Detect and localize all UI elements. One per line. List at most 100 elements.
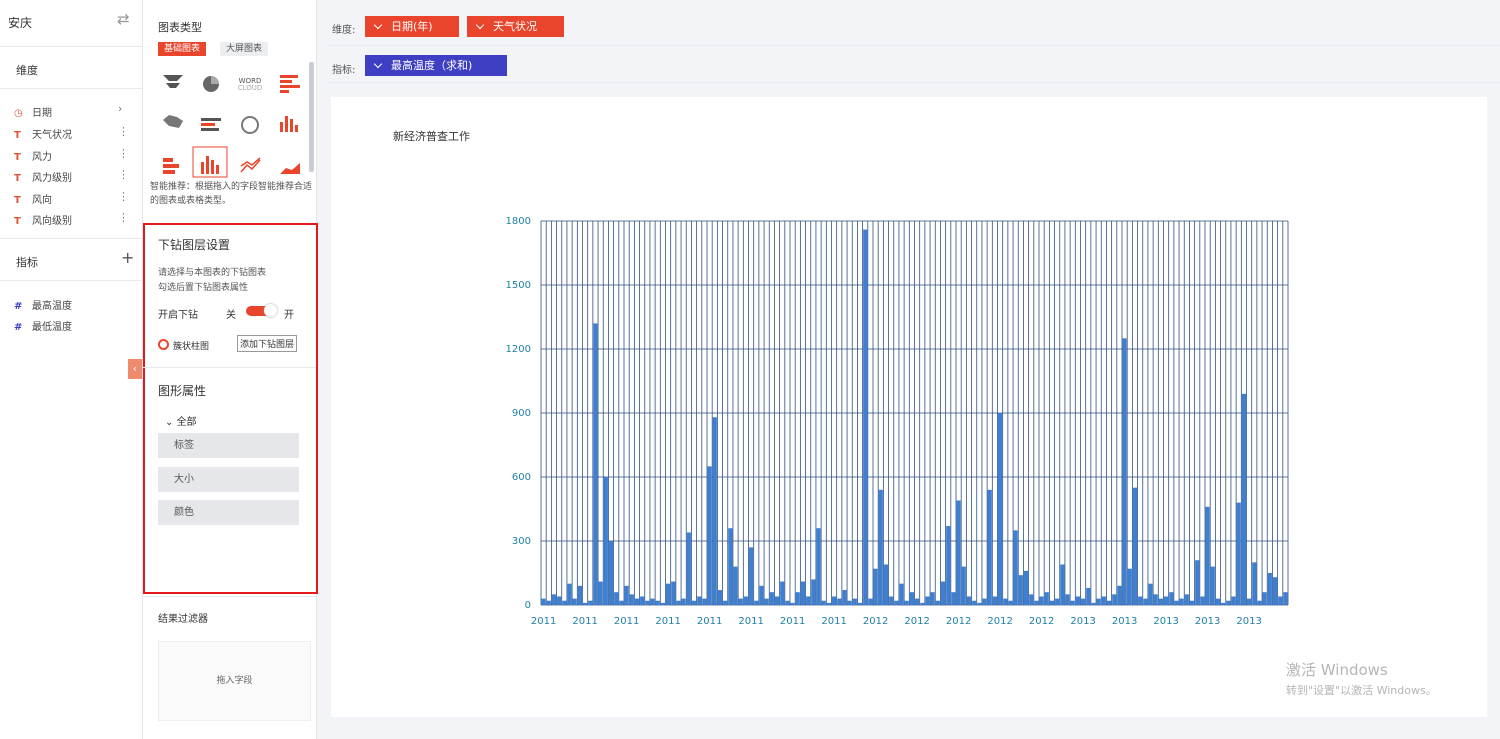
bar	[1132, 487, 1138, 605]
group[interactable]: ⌄ 全部	[165, 417, 197, 428]
field[interactable]: # 最低温度	[14, 322, 72, 333]
field[interactable]: T 风力级别	[14, 173, 72, 184]
bar	[743, 596, 748, 605]
bar	[1169, 592, 1174, 605]
bar	[567, 583, 572, 605]
bar	[1029, 594, 1034, 605]
radio[interactable]	[158, 339, 169, 350]
x-tick-label: 2011	[821, 616, 846, 627]
tab[interactable]: 基础图表	[158, 42, 207, 56]
bar	[733, 566, 738, 605]
bar	[759, 585, 764, 605]
field[interactable]: T 风力	[14, 152, 52, 163]
bar	[774, 596, 780, 605]
tab[interactable]: 大屏图表	[220, 42, 269, 56]
bar	[894, 600, 899, 605]
dimension-chip[interactable]: 日期(年)	[365, 16, 459, 37]
bar	[857, 602, 863, 605]
field[interactable]: T 天气状况	[14, 130, 72, 141]
bar	[1044, 592, 1049, 605]
bar	[1278, 596, 1283, 605]
bar	[878, 489, 883, 605]
switch-icon[interactable]: ⇄	[117, 10, 130, 28]
scrollbar	[309, 62, 314, 172]
field[interactable]: # 最高温度	[14, 301, 72, 312]
bar	[1096, 598, 1101, 605]
bar	[1283, 592, 1288, 605]
toolbar-label: 维度:	[332, 25, 356, 36]
bar	[1023, 570, 1029, 605]
bar	[1122, 338, 1127, 605]
hint: 智能推荐：根据拖入的字段智能推荐合适的图表或表格类型。	[150, 182, 313, 206]
measure-chip[interactable]: 最高温度（求和)	[365, 55, 507, 76]
x-tick-label: 2013	[1195, 616, 1220, 627]
add-layer-button[interactable]: 添加下钻图层	[237, 335, 298, 352]
bar	[837, 598, 842, 605]
bar	[1247, 598, 1252, 605]
bar	[1257, 600, 1262, 605]
bar	[691, 600, 697, 605]
property-item[interactable]: 颜色	[158, 500, 299, 525]
bar	[832, 596, 837, 605]
bar	[992, 596, 997, 605]
bar	[935, 600, 940, 605]
x-tick-label: 2012	[1029, 616, 1054, 627]
bar	[966, 596, 972, 605]
bar	[650, 598, 655, 605]
drop-zone[interactable]: 拖入字段	[158, 641, 311, 721]
bar	[847, 600, 852, 605]
bar	[800, 581, 806, 605]
x-tick-label: 2011	[655, 616, 680, 627]
bar	[842, 590, 847, 605]
bar	[1174, 600, 1179, 605]
field[interactable]: T 风向	[14, 195, 52, 206]
bar	[1200, 596, 1205, 605]
bar	[614, 592, 619, 605]
highlight-box	[143, 223, 318, 594]
property-item[interactable]: 大小	[158, 467, 299, 492]
add-icon[interactable]: +	[121, 248, 135, 267]
bar	[1195, 560, 1200, 605]
bar	[645, 600, 650, 605]
toggle[interactable]	[246, 304, 277, 317]
bar	[738, 598, 743, 605]
bar	[546, 600, 551, 605]
x-tick-label: 2012	[946, 616, 971, 627]
bar	[816, 528, 821, 605]
bar	[961, 566, 966, 605]
field-label: 天气状况	[32, 130, 72, 141]
bar	[1003, 598, 1008, 605]
bar	[577, 585, 582, 605]
bar	[920, 602, 925, 605]
field[interactable]: ◷ 日期	[14, 108, 52, 119]
bar	[852, 598, 857, 605]
bar	[572, 598, 577, 605]
collapse-button[interactable]: ‹	[128, 359, 142, 379]
bar	[1070, 600, 1075, 605]
bar	[676, 600, 681, 605]
desc: 请选择与本图表的下钻图表	[158, 268, 267, 278]
field[interactable]: T 风向级别	[14, 216, 72, 227]
x-tick-label: 2011	[572, 616, 597, 627]
bar	[1189, 600, 1195, 605]
bar	[946, 526, 951, 605]
bar	[1091, 602, 1096, 605]
bar	[728, 528, 733, 605]
bar	[608, 541, 614, 605]
bar	[780, 581, 785, 605]
bar	[583, 602, 588, 605]
bar	[562, 600, 567, 605]
bar	[1112, 594, 1117, 605]
bar	[686, 532, 691, 605]
dimension-chip[interactable]: 天气状况	[467, 16, 564, 37]
bar	[1039, 596, 1044, 605]
bar	[909, 592, 914, 605]
property-item[interactable]: 标签	[158, 433, 299, 458]
x-tick-label: 2013	[1070, 616, 1095, 627]
x-tick-label: 2013	[1236, 616, 1261, 627]
bar	[795, 592, 800, 605]
field-label: 风向	[32, 195, 52, 206]
field-label: 最高温度	[32, 301, 72, 312]
y-tick-label: 1200	[506, 344, 531, 355]
